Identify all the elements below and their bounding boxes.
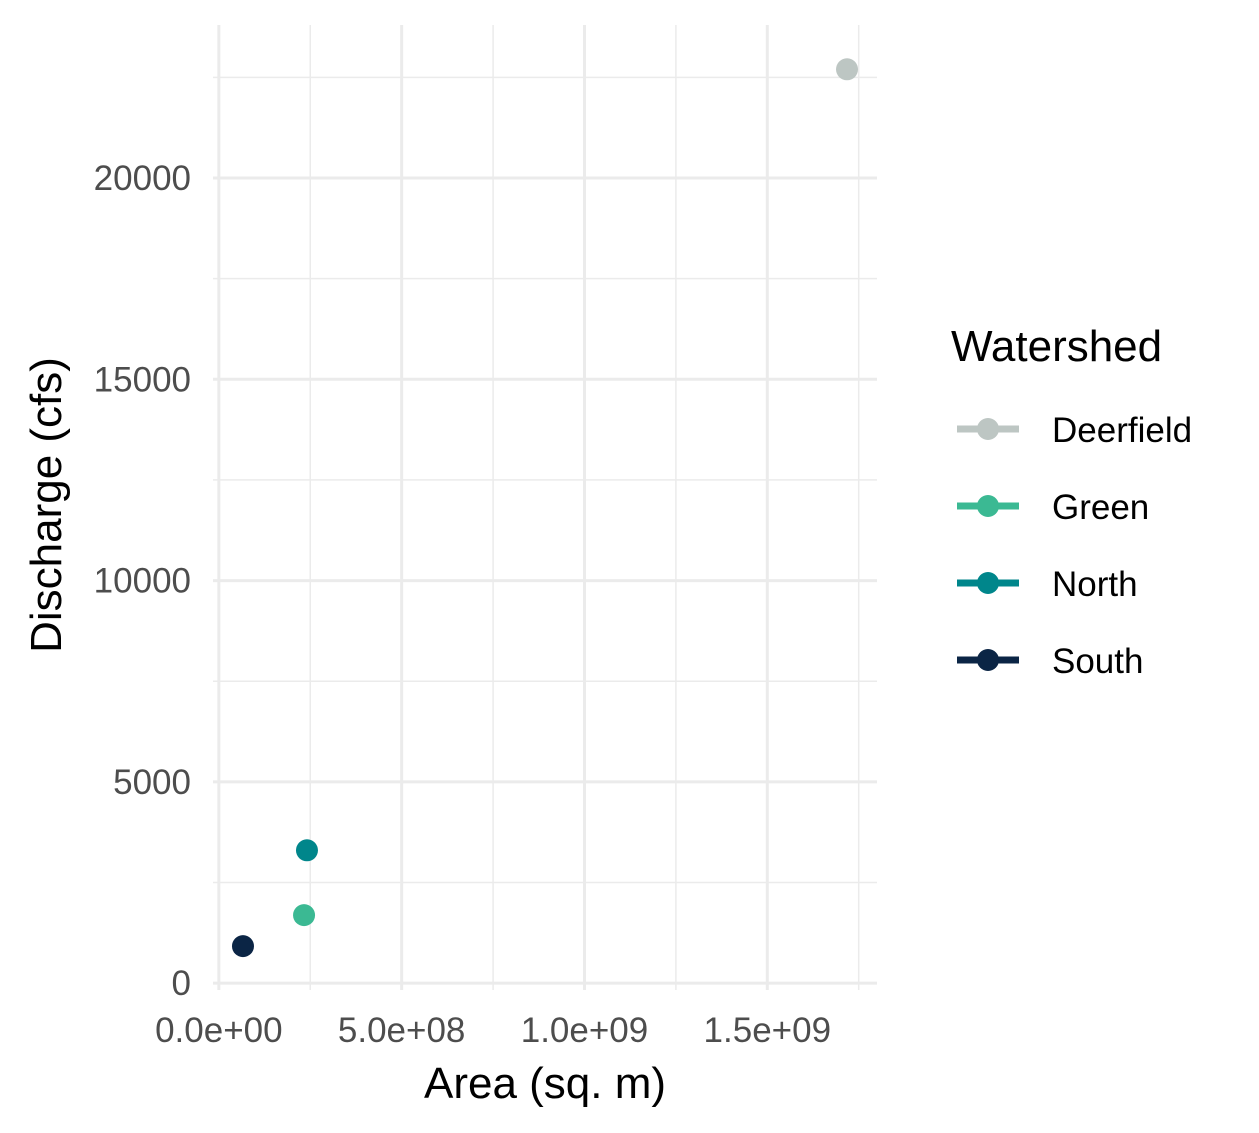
x-tick-label: 5.0e+08 xyxy=(338,1011,466,1050)
data-point-deerfield xyxy=(836,58,859,81)
legend-key-point xyxy=(977,649,999,671)
legend-key-point xyxy=(977,495,999,517)
y-tick-label: 15000 xyxy=(94,360,191,399)
y-tick-label: 5000 xyxy=(113,763,191,802)
legend: Watershed Deerfield Green North South xyxy=(951,322,1192,681)
y-tick-label: 0 xyxy=(172,964,191,1003)
y-tick-label: 10000 xyxy=(94,562,191,601)
legend-label: North xyxy=(1052,565,1138,604)
data-points xyxy=(231,58,859,958)
legend-title: Watershed xyxy=(951,322,1162,371)
x-tick-label: 1.5e+09 xyxy=(704,1011,832,1050)
grid xyxy=(213,25,877,990)
x-axis-label: Area (sq. m) xyxy=(424,1059,666,1108)
x-tick-label: 1.0e+09 xyxy=(521,1011,649,1050)
legend-key-point xyxy=(977,572,999,594)
legend-key-point xyxy=(977,418,999,440)
data-point-south xyxy=(231,935,254,958)
legend-label: South xyxy=(1052,642,1143,681)
x-tick-label: 0.0e+00 xyxy=(155,1011,283,1050)
y-axis-label: Discharge (cfs) xyxy=(22,357,71,653)
data-point-north xyxy=(295,839,318,862)
y-tick-label: 20000 xyxy=(94,159,191,198)
data-point-green xyxy=(293,904,316,927)
legend-label: Deerfield xyxy=(1052,411,1192,450)
x-axis-ticks: 0.0e+00 5.0e+08 1.0e+09 1.5e+09 xyxy=(155,1011,831,1050)
y-axis-ticks: 0 5000 10000 15000 20000 xyxy=(94,159,191,1003)
legend-label: Green xyxy=(1052,488,1149,527)
